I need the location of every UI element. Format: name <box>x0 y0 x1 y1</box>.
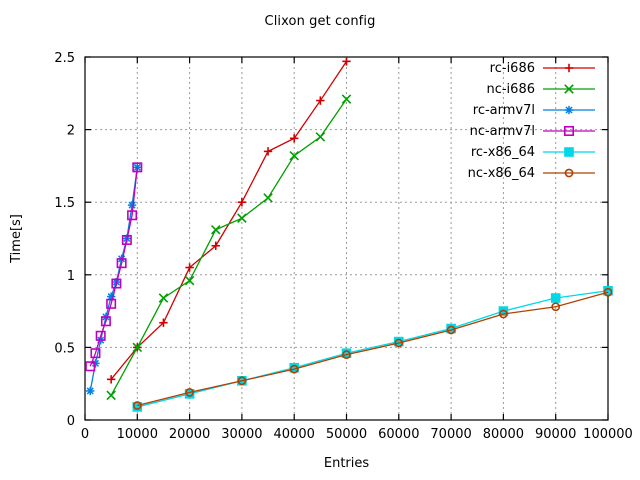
data-point-marker <box>132 342 143 353</box>
x-tick-label: 0 <box>81 427 89 442</box>
series-nc-i686 <box>106 94 352 401</box>
plot-frame <box>84 56 609 421</box>
data-point-marker <box>184 275 195 286</box>
data-point-marker <box>550 293 561 303</box>
data-point-marker <box>210 225 221 235</box>
data-point-marker <box>342 350 351 360</box>
data-point-marker <box>127 200 137 210</box>
data-point-marker <box>159 318 168 327</box>
data-point-marker <box>564 63 574 73</box>
y-tick-label: 0 <box>67 414 75 429</box>
series-line <box>89 167 138 392</box>
x-axis-tick-labels: 0 10000 20000 30000 40000 50000 60000 70000 8000… <box>81 427 633 442</box>
legend-label-rc-x86_64[interactable]: rc-x86_64 <box>471 145 535 160</box>
data-point-marker <box>237 213 247 223</box>
legend-label-rc-armv7l[interactable]: rc-armv7l <box>473 103 535 118</box>
x-tick-label: 100000 <box>583 427 633 442</box>
y-tick-label: 1 <box>67 269 75 284</box>
data-point-marker <box>95 330 106 341</box>
x-tick-label: 50000 <box>326 427 367 442</box>
data-point-marker <box>289 364 299 374</box>
legend-label-rc-i686[interactable]: rc-i686 <box>490 61 535 76</box>
data-point-marker <box>341 94 352 104</box>
data-point-marker <box>237 376 247 386</box>
data-point-marker <box>85 361 96 372</box>
data-point-marker <box>100 316 111 327</box>
data-point-marker <box>342 57 351 66</box>
data-point-marker <box>185 263 194 272</box>
x-tick-label: 10000 <box>117 427 158 442</box>
data-point-marker <box>603 285 613 296</box>
legend-label-nc-armv7l[interactable]: nc-armv7l <box>470 124 535 139</box>
data-point-marker <box>316 96 325 105</box>
x-tick-label: 40000 <box>274 427 315 442</box>
x-tick-label: 80000 <box>483 427 524 442</box>
x-axis-title: Entries <box>324 456 370 471</box>
x-tick-label: 70000 <box>430 427 471 442</box>
y-tick-label: 1.5 <box>54 196 75 211</box>
y-axis-tick-labels: 0 0.5 1 1.5 2 2.5 <box>54 51 75 429</box>
data-point-marker <box>499 309 508 319</box>
data-point-marker <box>564 105 574 115</box>
series-line <box>137 291 609 407</box>
series-line <box>110 60 348 380</box>
data-point-marker <box>211 241 220 250</box>
data-point-marker <box>315 132 326 142</box>
data-point-marker <box>394 338 404 348</box>
data-point-marker <box>86 386 95 396</box>
data-point-marker <box>111 278 122 289</box>
data-point-marker <box>106 298 117 309</box>
data-point-marker <box>446 325 456 335</box>
data-point-marker <box>106 375 116 384</box>
data-point-marker <box>121 234 132 245</box>
chart-title: Clixon get config <box>264 14 376 29</box>
data-point-marker <box>289 150 299 161</box>
y-tick-label: 0.5 <box>54 341 75 356</box>
data-point-marker <box>116 258 127 269</box>
y-axis-title: Time[s] <box>9 214 24 264</box>
x-tick-label: 20000 <box>169 427 210 442</box>
data-point-marker <box>551 302 561 312</box>
data-series-group <box>85 57 613 412</box>
y-tick-label: 2.5 <box>54 51 75 66</box>
x-tick-label: 90000 <box>535 427 576 442</box>
data-point-marker <box>132 402 143 412</box>
series-line <box>110 98 348 396</box>
y-tick-label: 2 <box>67 124 75 139</box>
data-point-marker <box>106 390 116 401</box>
data-point-marker <box>564 168 574 178</box>
series-nc-x86_64 <box>132 287 613 410</box>
legend-label-nc-i686[interactable]: nc-i686 <box>486 82 535 97</box>
data-point-marker <box>290 134 299 143</box>
data-point-marker <box>563 126 574 137</box>
data-point-marker <box>90 348 101 359</box>
series-nc-armv7l <box>85 162 143 372</box>
chart-legend: rc-i686 nc-i686 rc-armv7l nc-armv7l rc-x86_6… <box>468 61 595 181</box>
data-point-marker <box>263 147 273 156</box>
data-point-marker <box>603 287 613 297</box>
data-point-marker <box>564 147 574 157</box>
x-tick-label: 30000 <box>221 427 262 442</box>
data-point-marker <box>127 210 138 221</box>
series-line <box>137 290 609 408</box>
data-point-marker <box>564 84 574 94</box>
data-point-marker <box>185 388 194 397</box>
data-point-marker <box>132 162 143 173</box>
x-tick-label: 60000 <box>378 427 419 442</box>
series-line <box>89 167 138 367</box>
data-point-marker <box>237 198 247 207</box>
grid-lines <box>85 57 608 420</box>
data-point-marker <box>158 293 169 303</box>
legend-label-nc-x86_64[interactable]: nc-x86_64 <box>468 166 535 181</box>
data-point-marker <box>132 401 142 410</box>
data-point-marker <box>263 193 273 203</box>
